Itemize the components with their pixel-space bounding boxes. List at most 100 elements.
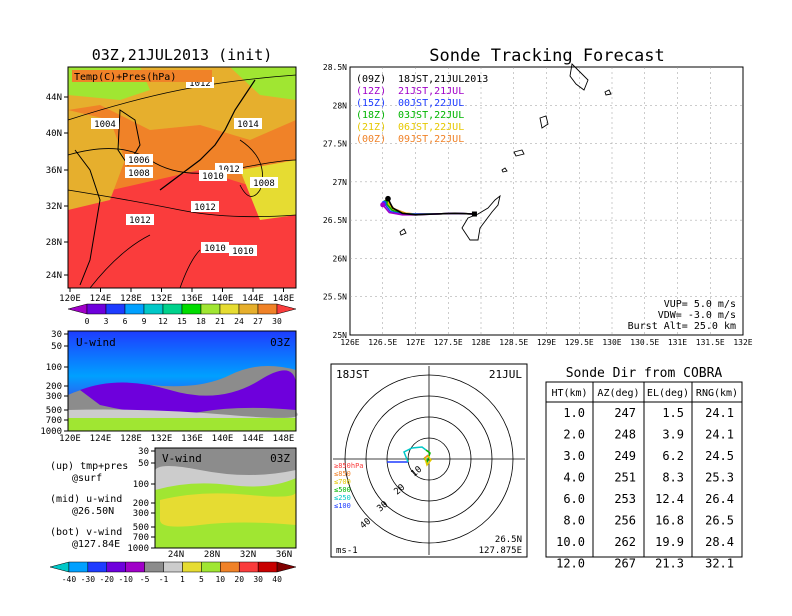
tracking-lat-label: 26.5N [323,216,347,225]
table-cell: 26.5 [705,514,734,528]
uwind-contour-lightgray [68,409,299,418]
vwind-p-label: 700 [133,533,149,543]
kikai [604,89,612,96]
svg-text:1014: 1014 [237,120,259,130]
wind-colorbar-swatch [163,561,183,573]
table-cell: 12.0 [556,557,585,571]
tracking-lon-label: 127E [406,338,425,347]
table-header-cell: HT(km) [551,388,587,399]
pressure-label: 1012 [126,214,154,226]
polar-panel: 10 20 30 40 ≥850hPa ≤850 ≤700 ≤500 ≤250 … [330,363,528,558]
uwind-lon-label: 140E [212,434,234,444]
tracking-lat-label: 25N [333,331,348,340]
map-lon-label: 140E [212,294,234,304]
wind-colorbar-label: -5 [140,575,150,584]
tracking-legend-code: (18Z) [356,110,386,121]
uwind-lon-label: 144E [242,434,264,444]
tracking-lon-label: 130E [602,338,621,347]
table-header-cell: EL(deg) [647,388,689,399]
tracking-lat-label: 26N [333,254,348,263]
pressure-label: 1010 [199,170,227,182]
map-lat-label: 36N [46,166,62,176]
tracking-lon-label: 132E [733,338,752,347]
tracking-grid [350,67,743,335]
map-lon-label: 144E [242,294,264,304]
temp-colorbar-swatch [181,303,202,315]
okinawa-island [461,194,501,241]
uwind-lon-label: 148E [273,434,295,444]
pressure-label: 1010 [201,242,229,254]
vwind-p-label: 300 [133,509,149,519]
uwind-contour-green [68,418,296,431]
uwind-lon-label: 128E [120,434,142,444]
temp-colorbar-label: 21 [215,317,225,326]
wind-colorbar-label: -10 [118,575,133,584]
tracking-lon-axis: 126E 126.5E 127E 127.5E 128E 128.5E 129E 129.5E… [340,338,752,347]
vwind-lat-axis: 24N 28N 32N 36N [168,550,292,560]
tracking-legend-time: 06JST,22JUL [398,122,464,133]
tracking-title: Sonde Tracking Forecast [429,46,664,66]
tracking-vdw: VDW= -3.0 m/s [658,310,736,321]
legend-note: @26.50N [72,506,114,517]
temp-colorbar-label: 15 [177,317,187,326]
temp-colorbar-label: 0 [85,317,90,326]
table-cell: 262 [614,535,636,549]
table-cell: 32.1 [705,557,734,571]
svg-text:1012: 1012 [218,165,240,175]
map-frame [67,66,297,289]
vwind-p-label: 30 [138,447,149,457]
yoron [501,167,508,173]
uwind-p-label: 1000 [40,427,62,437]
map-coastline-china [74,149,101,286]
map-lat-axis: 44N 40N 36N 32N 28N 24N [46,93,68,281]
temp-colorbar-label: 27 [253,317,263,326]
uwind-contour-purple [80,370,297,415]
tracking-lon-label: 131.5E [696,338,725,347]
temp-colorbar-swatch [238,303,259,315]
vwind-contour-low [155,530,296,548]
tracking-legend-time: 03JST,22JUL [398,110,464,121]
svg-text:1008: 1008 [128,169,150,179]
table-cell: 267 [614,557,636,571]
legend-note: @surf [72,473,102,484]
uwind-p-label: 30 [51,330,62,340]
tracking-legend-time: 00JST,22JUL [398,98,464,109]
tracking-frame [349,66,744,336]
level-label: ≤100 [334,502,351,510]
temp-colorbar-label: 18 [196,317,206,326]
svg-text:1006: 1006 [128,156,150,166]
table-title: Sonde Dir from COBRA [566,366,723,381]
tracking-legend-code: (15Z) [356,98,386,109]
map-lon-axis: 120E 124E 128E 132E 136E 140E 144E 148E [59,288,294,304]
temp-colorbar-label: 24 [234,317,244,326]
temp-colorbar-swatch [105,303,126,315]
table-cell: 21.3 [655,557,684,571]
table-cell: 16.8 [655,514,684,528]
tracking-panel: Sonde Tracking Forecast (09Z) 18JST,21JUL… [323,46,753,347]
map-lat-label: 40N [46,129,62,139]
hodograph-mid [403,446,427,463]
wind-colorbar-label: 5 [199,575,204,584]
level-label: ≤250 [334,494,351,502]
tracking-legend-time: 21JST,21JUL [398,86,464,97]
wind-colorbar-label: -40 [62,575,77,584]
map-band-land-china [68,110,125,210]
temp-colorbar-swatch [67,303,88,315]
direction-table: HT(km) AZ(deg) EL(deg) RNG(km) 1.0 247 1.5 24.1… [546,382,742,571]
table-cell: 10.0 [556,535,585,549]
map-lat-label: 32N [46,202,62,212]
tracking-end-marker [471,211,477,217]
uwind-lon-axis: 120E 124E 128E 132E 136E 140E 144E 148E [59,434,294,444]
map-field-label: Temp(C)+Pres(hPa) [74,72,176,83]
uwind-p-label: 200 [46,382,62,392]
temp-colorbar-swatch [162,303,183,315]
tracking-lon-label: 128.5E [499,338,528,347]
table-cell: 248 [614,428,636,442]
pressure-label: 1008 [250,177,278,189]
wind-colorbar-label: -20 [100,575,115,584]
uwind-title: U-wind [76,336,116,349]
